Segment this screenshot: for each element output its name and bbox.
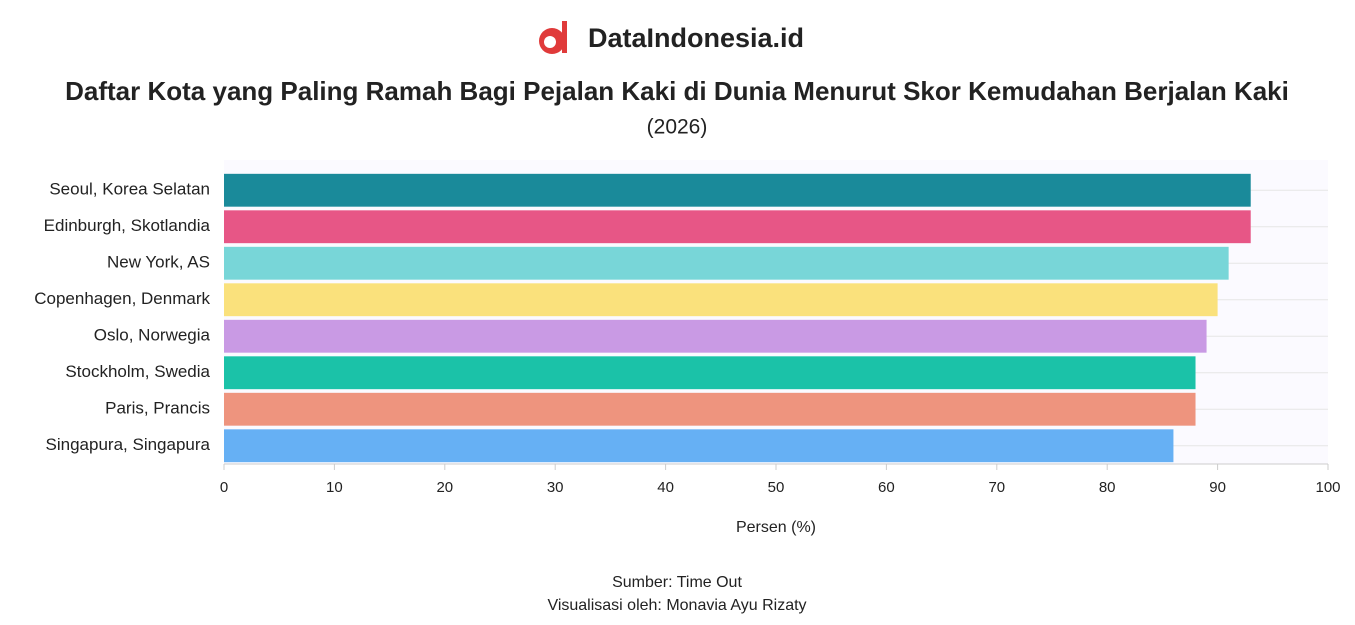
bar [224,429,1174,463]
chart-title: Daftar Kota yang Paling Ramah Bagi Pejal… [65,76,1289,106]
bar [224,210,1251,244]
y-tick-label: Singapura, Singapura [46,435,211,454]
y-tick-label: Stockholm, Swedia [65,362,210,381]
x-axis-title: Persen (%) [736,519,816,536]
x-tick-label: 30 [547,479,564,496]
y-tick-label: Seoul, Korea Selatan [49,180,210,199]
x-tick-label: 70 [988,479,1005,496]
bar [224,319,1207,353]
x-tick-label: 50 [768,479,785,496]
bar [224,246,1229,280]
x-tick-label: 20 [436,479,453,496]
y-tick-label: Edinburgh, Skotlandia [44,216,211,235]
y-tick-label: Oslo, Norwegia [94,326,211,345]
x-tick-label: 0 [220,479,228,496]
x-tick-label: 80 [1099,479,1116,496]
x-tick-label: 10 [326,479,343,496]
bar [224,283,1218,317]
x-tick-label: 90 [1209,479,1226,496]
source: Sumber: Time Out [612,574,742,591]
brand: DataIndonesia.id [588,23,804,53]
logo-icon-stem [562,21,567,53]
y-tick-label: Copenhagen, Denmark [34,289,210,308]
x-tick-label: 40 [657,479,674,496]
y-tick-label: New York, AS [107,253,210,272]
chart-subtitle: (2026) [647,116,708,139]
bar [224,356,1196,390]
bar [224,392,1196,426]
credit: Visualisasi oleh: Monavia Ayu Rizaty [547,597,806,614]
x-tick-label: 60 [878,479,895,496]
bar [224,173,1251,207]
logo [539,21,567,54]
x-tick-label: 100 [1315,479,1340,496]
y-tick-label: Paris, Prancis [105,399,210,418]
logo-icon-inner [544,36,556,48]
